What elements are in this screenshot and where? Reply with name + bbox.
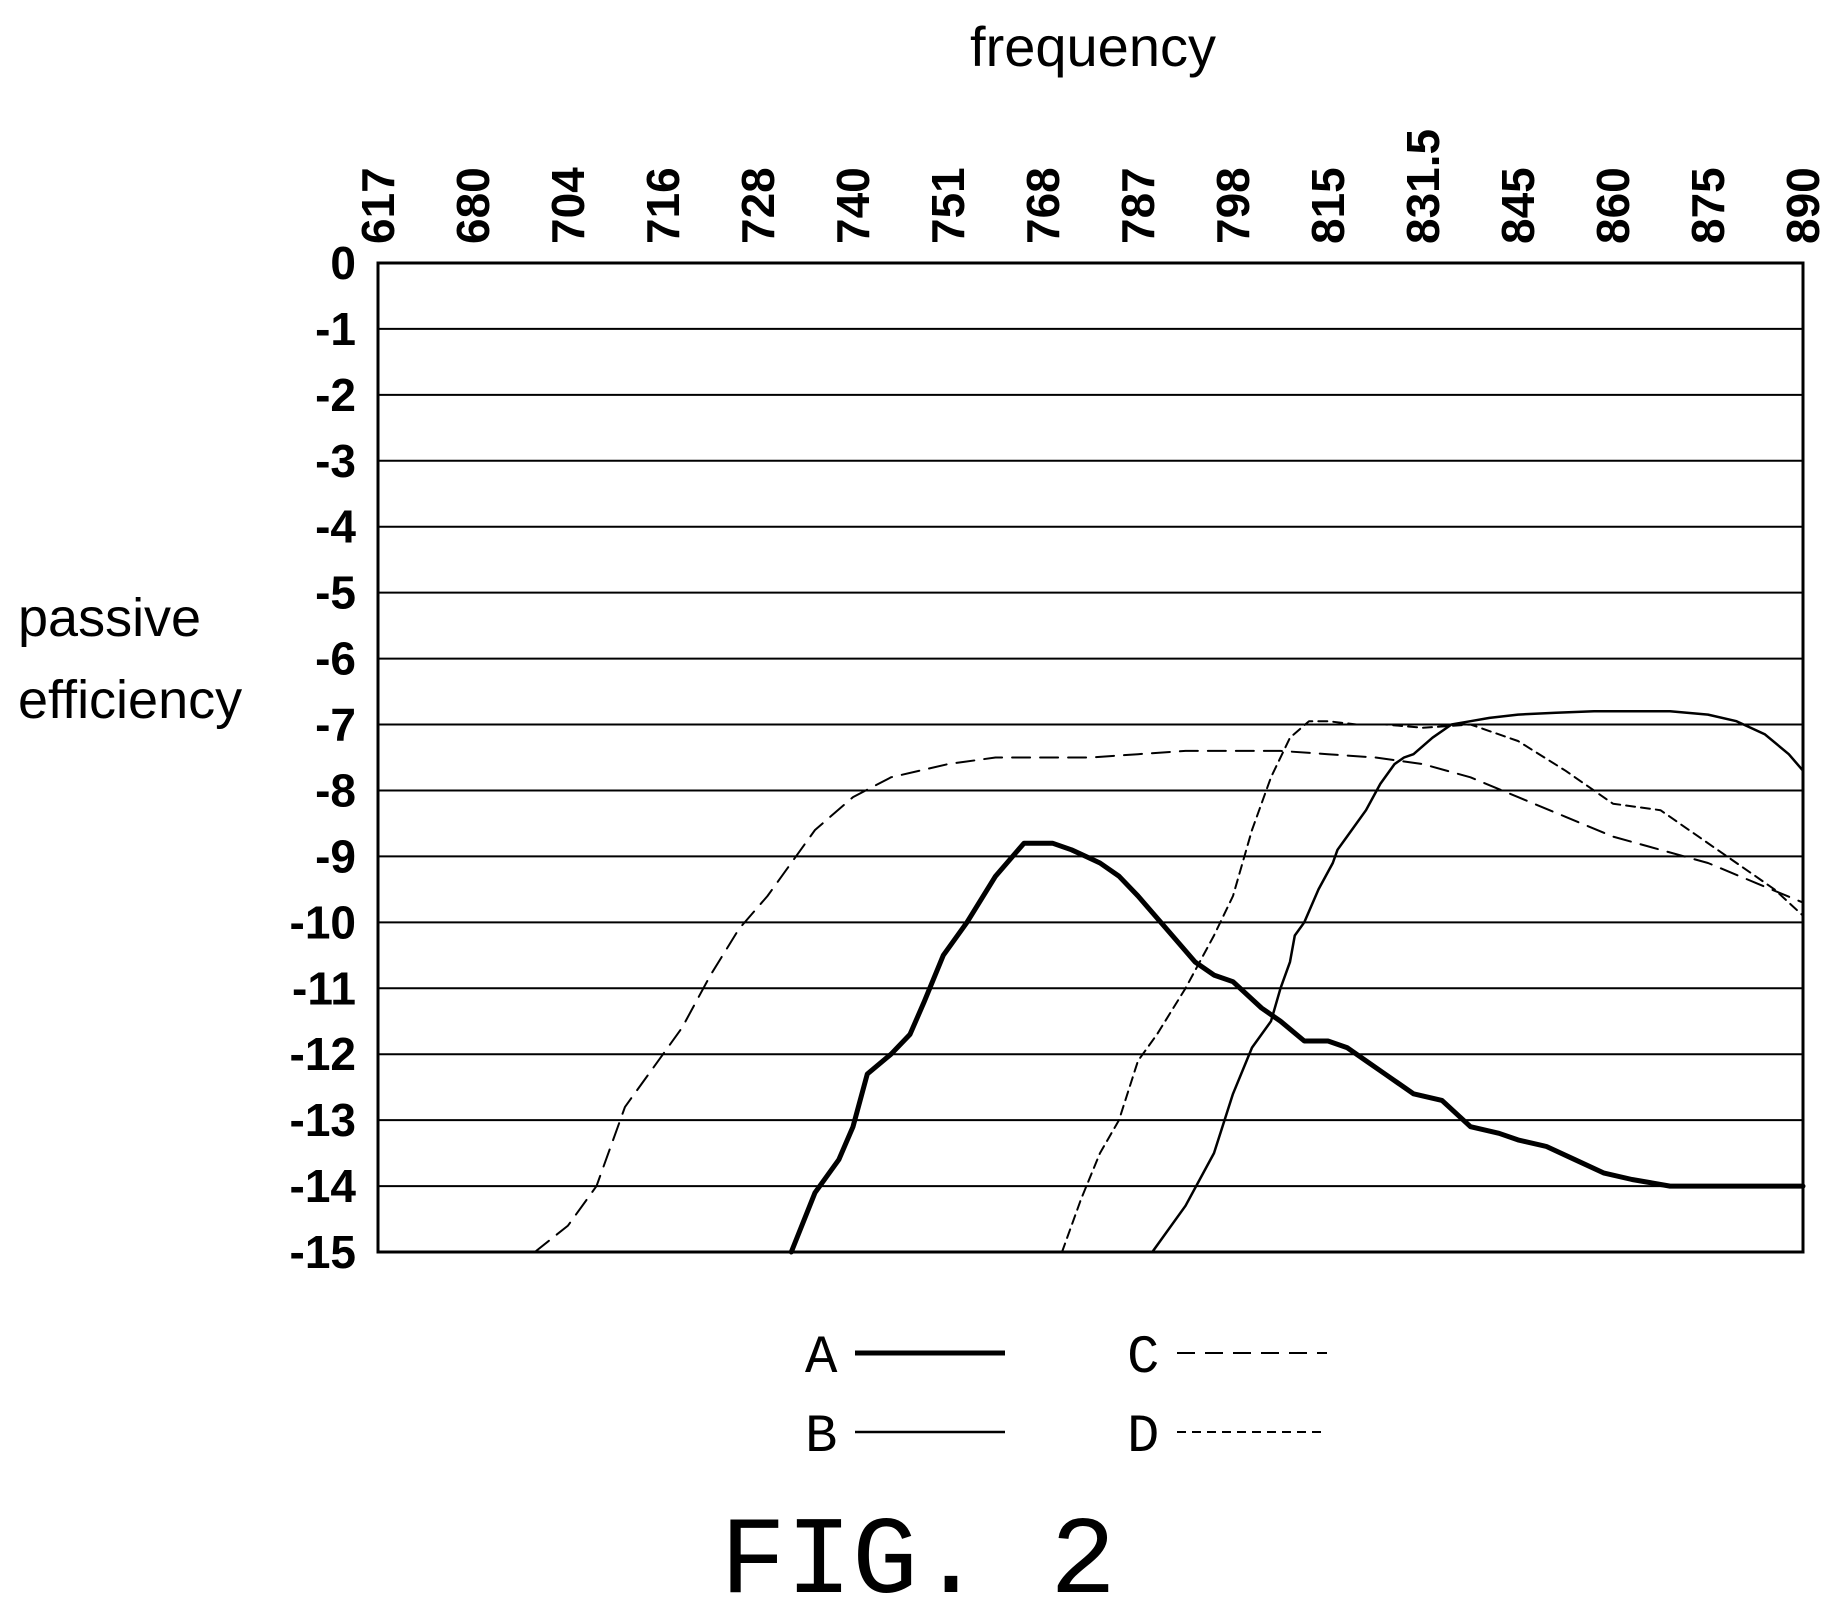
legend-label-d: D [1127,1407,1159,1468]
x-tick-label: 716 [637,167,689,244]
series-line-a [788,840,1806,1255]
grid-lines [378,262,1803,1253]
series-line-c [533,749,1804,1253]
x-axis-label: frequency [970,15,1216,78]
legend-label-a: A [805,1328,838,1389]
legend-label-b: B [805,1407,837,1468]
y-tick-label: -5 [315,567,356,619]
x-tick-label: 751 [922,167,974,244]
legend-label-c: C [1127,1328,1159,1389]
y-tick-label: -12 [290,1028,356,1080]
data-series [533,710,1806,1255]
plot-frame [376,261,1805,1254]
x-tick-label: 860 [1587,167,1639,244]
x-tick-label: 740 [827,167,879,244]
y-tick-label: -6 [315,633,356,685]
figure-label: FIG. 2 [720,1501,1116,1607]
y-tick-label: -13 [290,1094,356,1146]
x-tick-label: 875 [1682,167,1734,244]
x-tick-label: 768 [1017,167,1069,244]
y-tick-label: -9 [315,830,356,882]
y-tick-label: 0 [330,237,356,289]
y-tick-label: -14 [290,1160,357,1212]
y-tick-label: -7 [315,699,356,751]
x-tick-label: 787 [1112,167,1164,244]
x-tick-label: 798 [1207,167,1259,244]
legend: AB CD [805,1328,1327,1468]
y-tick-label: -4 [315,501,356,553]
x-tick-label: 728 [732,167,784,244]
y-tick-label: -11 [292,962,356,1014]
x-tick-label: 890 [1777,167,1825,244]
x-tick-label: 680 [447,167,499,244]
y-tick-label: -10 [290,896,356,948]
y-tick-label: -8 [315,764,356,816]
x-tick-labels: 617 680 704 716 728 740 751 768 787 798 815 831.5 84… [352,129,1825,244]
x-tick-label: 617 [352,167,404,244]
y-axis-label-line-2: efficiency [18,670,242,730]
x-tick-label: 831.5 [1397,129,1449,244]
y-tick-labels: 0 -1 -2 -3 -4 -5 -6 -7 -8 -9 -10 -11 -12 -13 -14 -15 [290,237,357,1278]
y-tick-label: -3 [315,435,356,487]
x-tick-label: 704 [542,167,594,244]
series-line-b [1151,710,1805,1254]
y-tick-label: -1 [315,303,356,355]
y-tick-label: -15 [290,1226,356,1278]
series-line-d [1061,720,1804,1253]
x-tick-label: 845 [1492,167,1544,244]
y-tick-label: -2 [315,369,356,421]
x-tick-label: 815 [1302,167,1354,244]
y-axis-label-line-1: passive [18,588,201,648]
